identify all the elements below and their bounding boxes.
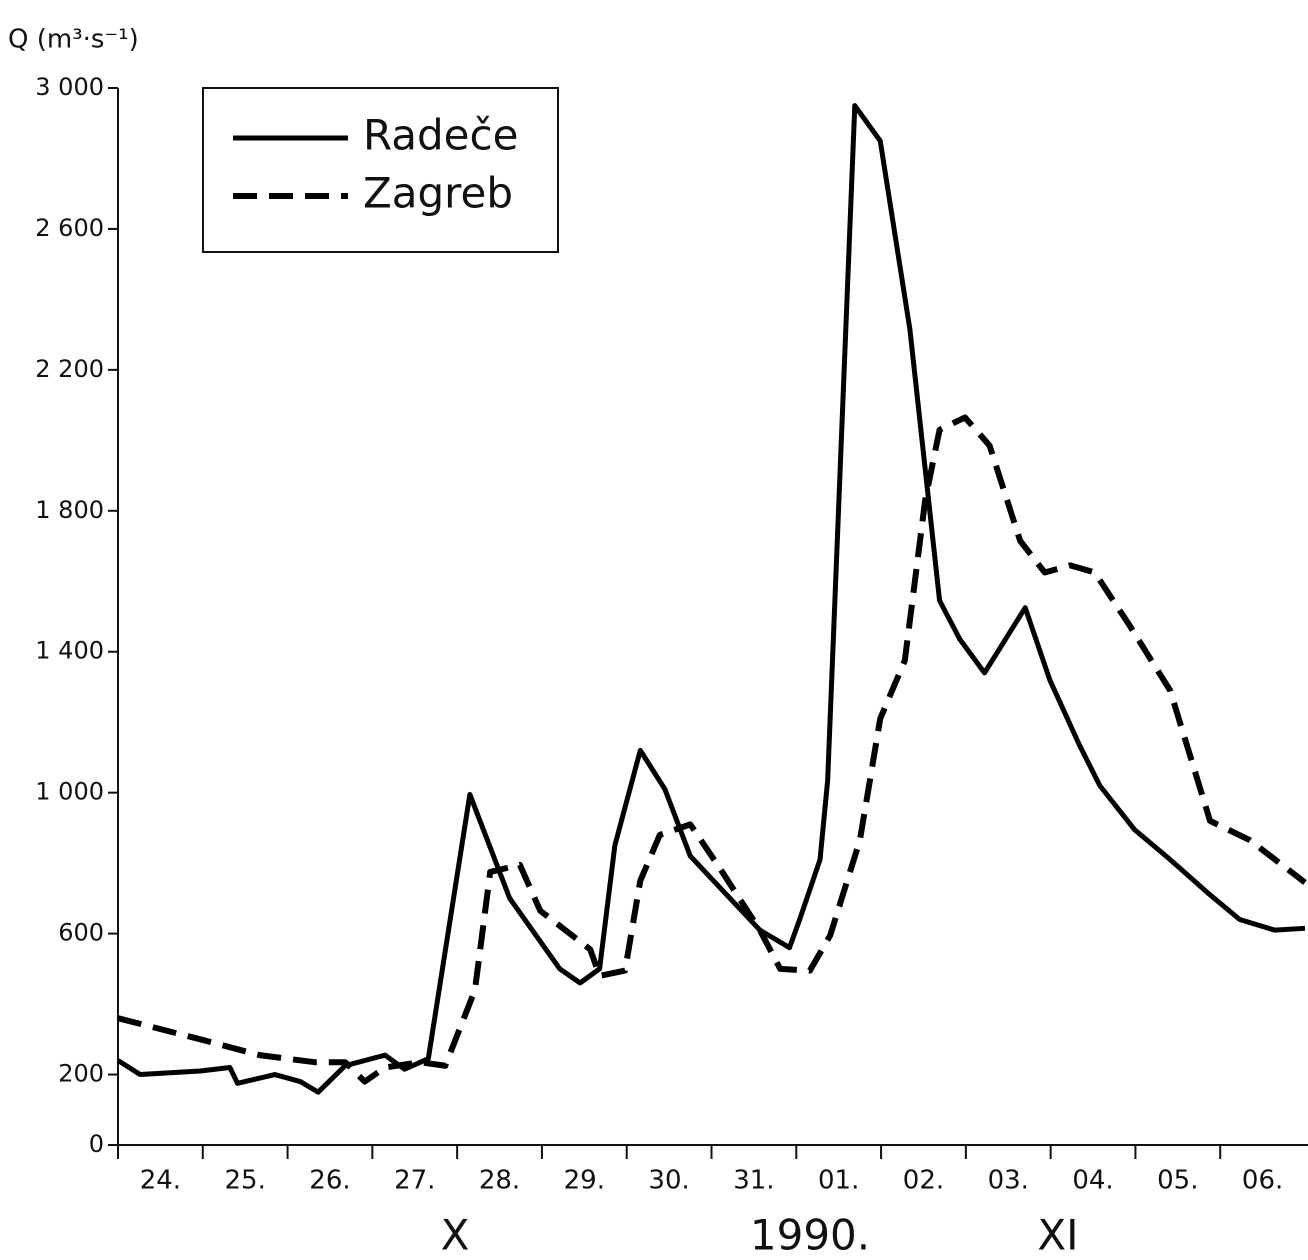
x-tick-label: 31. bbox=[733, 1166, 774, 1196]
year-label: 1990. bbox=[750, 1211, 870, 1260]
y-tick-label: 1 800 bbox=[35, 496, 104, 524]
x-tick-label: 03. bbox=[988, 1166, 1029, 1196]
x-tick-label: 29. bbox=[564, 1166, 605, 1196]
x-tick-label: 30. bbox=[648, 1166, 689, 1196]
x-tick-label: 06. bbox=[1242, 1166, 1283, 1196]
x-tick-label: 04. bbox=[1072, 1166, 1113, 1196]
legend-box bbox=[202, 87, 559, 253]
x-tick-label: 26. bbox=[309, 1166, 350, 1196]
x-tick-label: 02. bbox=[903, 1166, 944, 1196]
y-tick-label: 600 bbox=[58, 919, 104, 947]
legend-label: Zagreb bbox=[363, 169, 513, 218]
y-tick-label: 200 bbox=[58, 1060, 104, 1088]
month-label: XI bbox=[1037, 1211, 1078, 1260]
y-tick-label: 0 bbox=[89, 1130, 104, 1158]
y-tick-label: 1 400 bbox=[35, 637, 104, 665]
y-axis-label: Q (m³·s⁻¹) bbox=[8, 25, 139, 55]
y-tick-label: 2 600 bbox=[35, 214, 104, 242]
x-tick-label: 25. bbox=[224, 1166, 265, 1196]
legend-label: Radeče bbox=[363, 111, 518, 160]
y-tick-label: 1 000 bbox=[35, 778, 104, 806]
y-tick-label: 2 200 bbox=[35, 355, 104, 383]
y-tick-label: 3 000 bbox=[35, 73, 104, 101]
data-line bbox=[116, 103, 1306, 1095]
x-tick-label: 24. bbox=[140, 1166, 181, 1196]
x-tick-label: 28. bbox=[479, 1166, 520, 1196]
month-label: X bbox=[441, 1211, 470, 1260]
x-tick-label: 01. bbox=[818, 1166, 859, 1196]
x-tick-label: 05. bbox=[1157, 1166, 1198, 1196]
x-tick-label: 27. bbox=[394, 1166, 435, 1196]
data-line bbox=[117, 414, 1307, 1085]
